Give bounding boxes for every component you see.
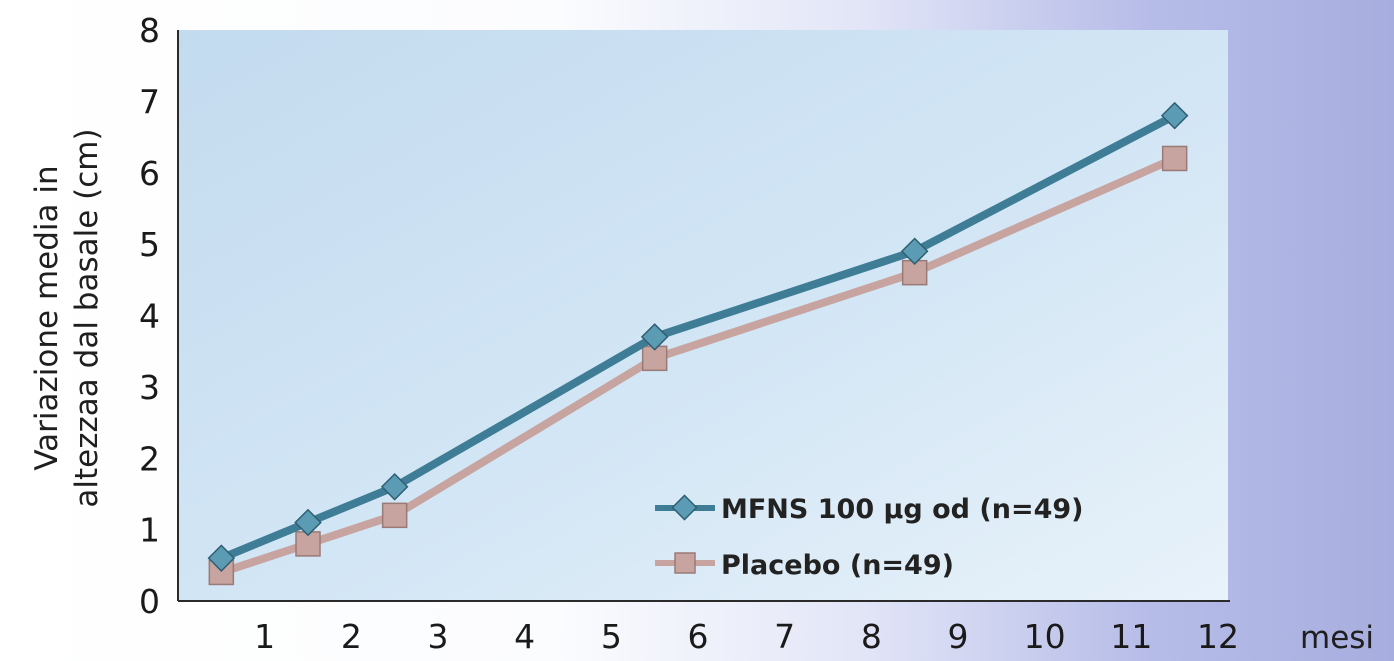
- legend-item-mfns: MFNS 100 µg od (n=49): [655, 494, 1083, 525]
- x-tick-label: 5: [601, 617, 622, 656]
- x-tick-label: 7: [774, 617, 795, 656]
- data-point-diamond: [380, 473, 409, 501]
- y-tick-label: 4: [139, 297, 160, 336]
- legend-item-placebo: Placebo (n=49): [655, 550, 954, 581]
- x-tick-label: 11: [1110, 617, 1152, 656]
- y-tick-label: 7: [139, 82, 160, 121]
- data-point-diamond: [640, 323, 669, 351]
- legend: MFNS 100 µg od (n=49) Placebo (n=49): [655, 494, 1083, 581]
- y-tick-labels: 0 1 2 3 4 5 6 7 8: [139, 11, 160, 621]
- legend-label-placebo: Placebo (n=49): [721, 550, 954, 581]
- data-point-diamond: [1160, 101, 1189, 130]
- y-tick-label: 2: [139, 439, 160, 478]
- y-tick-label: 8: [139, 11, 160, 50]
- series-mfns: [207, 101, 1189, 572]
- legend-label-mfns: MFNS 100 µg od (n=49): [721, 494, 1083, 525]
- y-tick-label: 0: [139, 582, 160, 621]
- y-axis-title: Variazione media in altezzaa dal basale …: [29, 128, 105, 507]
- x-tick-label: 2: [341, 617, 362, 656]
- x-tick-labels: 1 2 3 4 5 6 7 8 9 10 11 12: [254, 617, 1239, 656]
- y-axis-title-line-1: Variazione media in: [29, 165, 65, 470]
- y-axis-title-line-2: altezzaa dal basale (cm): [69, 128, 105, 507]
- x-tick-label: 4: [514, 617, 535, 656]
- y-tick-label: 5: [139, 225, 160, 264]
- x-tick-label: 1: [254, 617, 275, 656]
- data-point-square: [381, 502, 408, 529]
- x-tick-label: 9: [948, 617, 969, 656]
- series-layer: [207, 101, 1189, 586]
- data-point-diamond: [207, 544, 236, 572]
- x-tick-label: 12: [1197, 617, 1239, 656]
- data-point-diamond: [294, 508, 322, 537]
- legend-marker-diamond: [671, 494, 698, 521]
- x-axis-title: mesi: [1300, 620, 1374, 656]
- data-point-square: [1161, 145, 1188, 172]
- series-line: [217, 111, 1179, 563]
- y-tick-label: 3: [139, 368, 160, 407]
- x-tick-label: 8: [861, 617, 882, 656]
- series-line: [217, 154, 1179, 577]
- x-tick-label: 10: [1024, 617, 1066, 656]
- y-tick-label: 1: [139, 511, 160, 550]
- data-point-diamond: [900, 237, 929, 266]
- x-tick-label: 3: [428, 617, 449, 656]
- x-tick-label: 6: [688, 617, 709, 656]
- legend-marker-square: [674, 552, 696, 574]
- y-tick-label: 6: [139, 154, 160, 193]
